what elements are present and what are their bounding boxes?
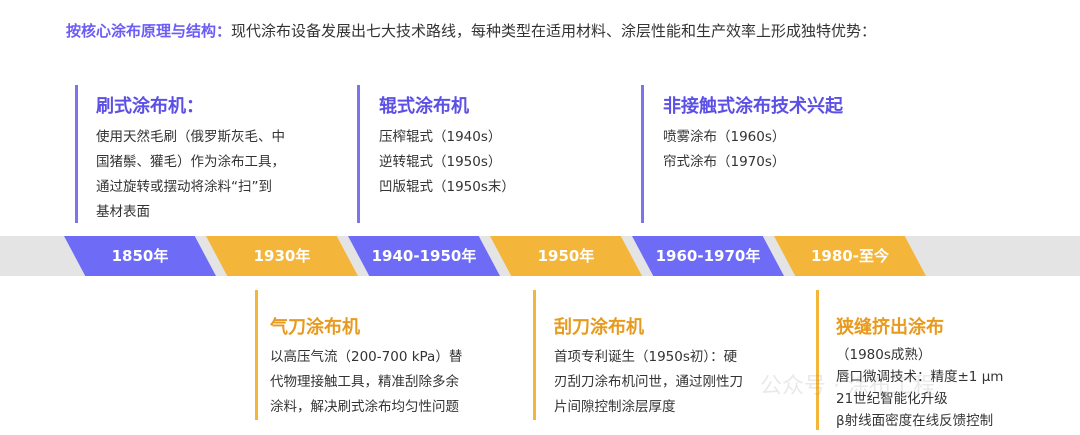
body-line: 代物理接触工具，精准刮除多余	[270, 374, 459, 390]
timeline-step-4: 1950年	[490, 236, 642, 276]
body-line: 21世纪智能化升级	[836, 391, 948, 407]
watermark: 公众号 · 涂布工程	[760, 374, 935, 399]
bottom-title-blade: 刮刀涂布机	[554, 317, 644, 338]
body-line: 刃刮刀涂布机问世，通过刚性刀	[554, 374, 743, 390]
top-body-noncontact: 喷雾涂布（1960s） 帘式涂布（1970s）	[663, 125, 785, 175]
timeline-step-2: 1930年	[206, 236, 358, 276]
top-body-roll: 压榨辊式（1940s） 逆转辊式（1950s） 凹版辊式（1950s末）	[379, 125, 515, 200]
timeline-step-6: 1980-至今	[774, 236, 926, 276]
timeline-step-3: 1940-1950年	[348, 236, 500, 276]
timeline-step-1: 1850年	[64, 236, 216, 276]
body-line: 首项专利诞生（1950s初）：硬	[554, 349, 738, 365]
body-line: 以高压气流（200-700 kPa）替	[270, 349, 463, 365]
body-line: （1980s成熟）	[836, 347, 932, 363]
body-line: 唇口微调技术：精度±1 μm	[836, 369, 1004, 385]
bottom-connector-2	[533, 290, 536, 420]
body-line: 通过旋转或摆动将涂料“扫”到	[96, 179, 272, 195]
body-line: 逆转辊式（1950s）	[379, 154, 502, 170]
timeline-step-5: 1960-1970年	[632, 236, 784, 276]
body-line: 使用天然毛刷（俄罗斯灰毛、中	[96, 129, 285, 145]
bottom-body-blade: 首项专利诞生（1950s初）：硬 刃刮刀涂布机问世，通过刚性刀 片间隙控制涂层厚…	[554, 345, 743, 420]
bottom-body-slotdie: （1980s成熟） 唇口微调技术：精度±1 μm 21世纪智能化升级 β射线面密…	[836, 344, 1003, 432]
bottom-body-airknife: 以高压气流（200-700 kPa）替 代物理接触工具，精准刮除多余 涂料，解决…	[270, 345, 462, 420]
top-title-brush: 刷式涂布机：	[96, 96, 204, 117]
bottom-connector-1	[255, 290, 258, 420]
body-line: β射线面密度在线反馈控制	[836, 413, 994, 429]
intro-header: 按核心涂布原理与结构：现代涂布设备发展出七大技术路线，每种类型在适用材料、涂层性…	[66, 20, 876, 42]
top-title-roll: 辊式涂布机	[379, 96, 469, 117]
body-line: 帘式涂布（1970s）	[663, 154, 786, 170]
top-connector-3	[641, 85, 644, 223]
body-line: 凹版辊式（1950s末）	[379, 179, 515, 195]
intro-text: 现代涂布设备发展出七大技术路线，每种类型在适用材料、涂层性能和生产效率上形成独特…	[231, 22, 877, 40]
body-line: 压榨辊式（1940s）	[379, 129, 502, 145]
bottom-title-slotdie: 狭缝挤出涂布	[836, 317, 944, 338]
body-line: 基材表面	[96, 204, 150, 220]
top-body-brush: 使用天然毛刷（俄罗斯灰毛、中 国猪鬃、獾毛）作为涂布工具， 通过旋转或摆动将涂料…	[96, 125, 285, 225]
body-line: 片间隙控制涂层厚度	[554, 399, 676, 415]
top-connector-2	[357, 85, 360, 223]
bottom-title-airknife: 气刀涂布机	[270, 317, 360, 338]
body-line: 国猪鬃、獾毛）作为涂布工具，	[96, 154, 285, 170]
body-line: 喷雾涂布（1960s）	[663, 129, 786, 145]
bottom-connector-3	[816, 290, 819, 430]
body-line: 涂料，解决刷式涂布均匀性问题	[270, 399, 459, 415]
intro-highlight: 按核心涂布原理与结构：	[66, 22, 232, 40]
top-title-noncontact: 非接触式涂布技术兴起	[663, 96, 843, 117]
top-connector-1	[75, 85, 78, 223]
